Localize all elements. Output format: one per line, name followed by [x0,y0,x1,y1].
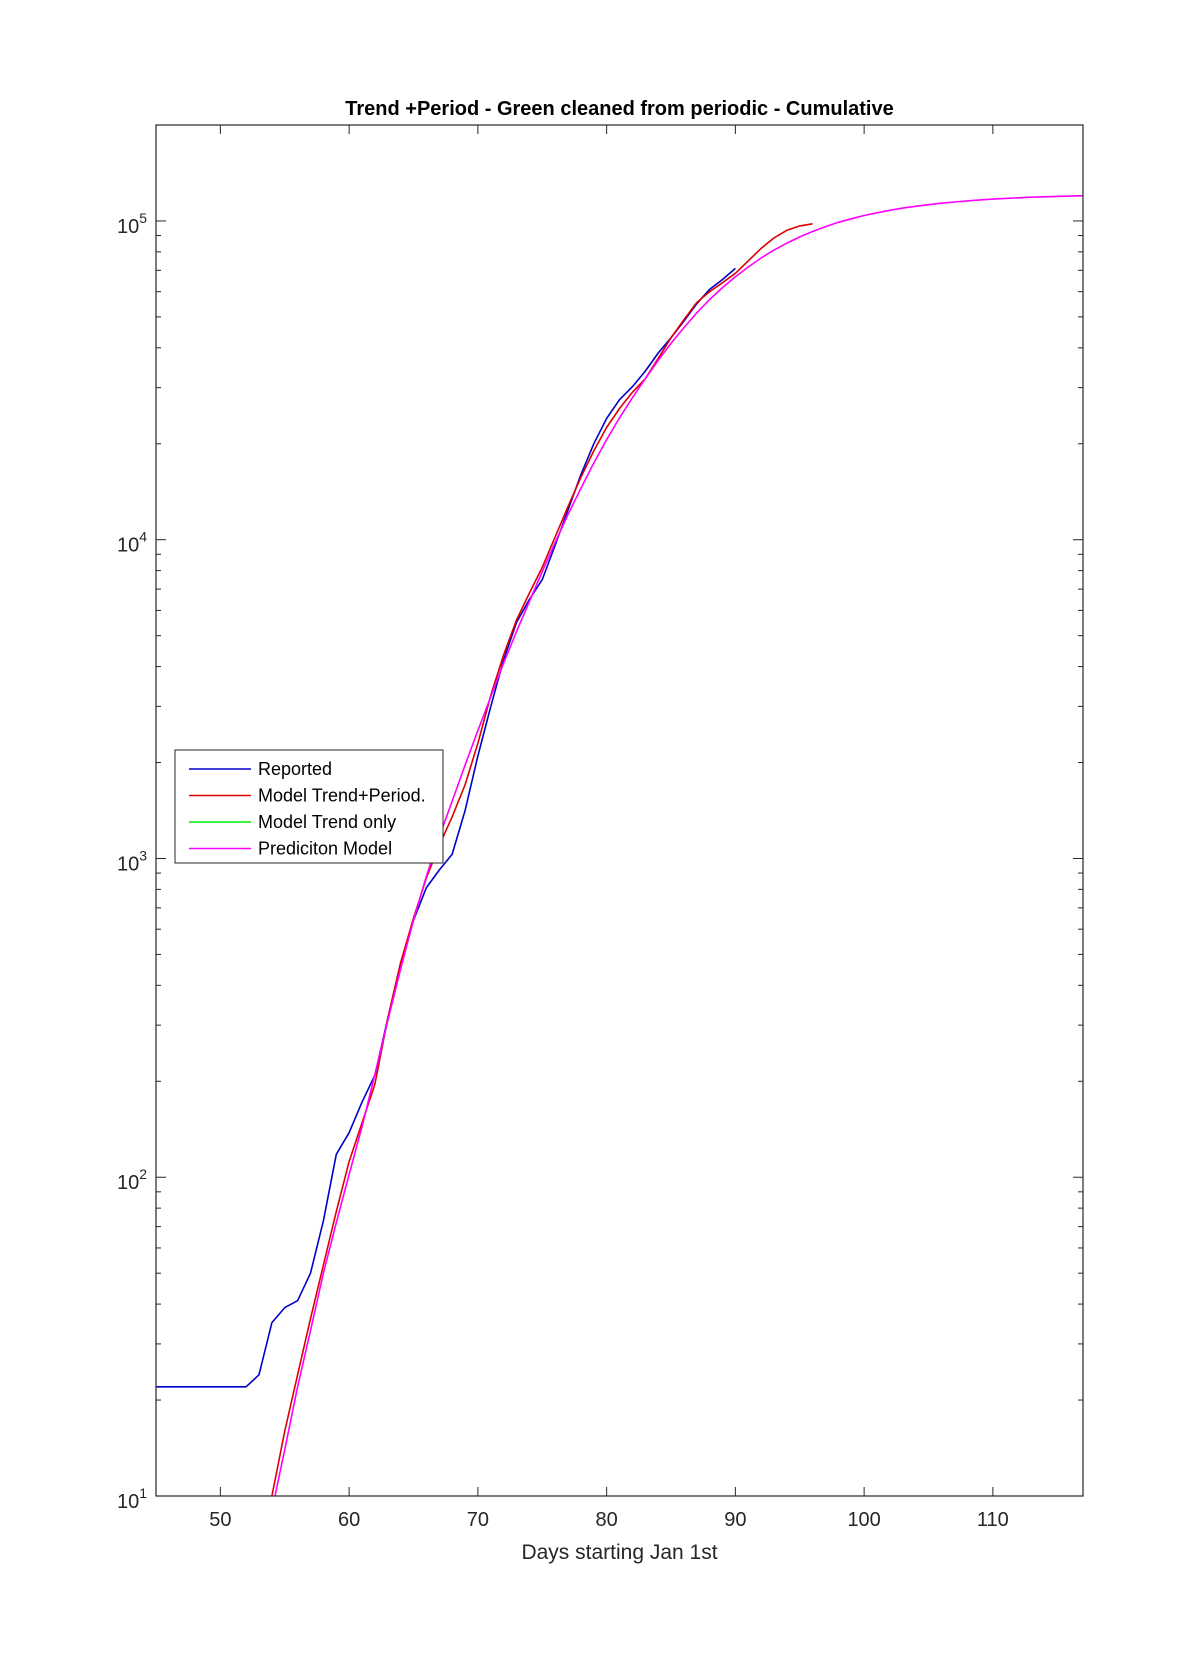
legend-label: Model Trend only [258,812,396,832]
x-tick-label: 60 [338,1509,360,1531]
y-tick-label: 103 [117,847,147,875]
x-tick-label: 110 [977,1509,1009,1531]
axes-box [155,124,1084,1497]
y-tick-label: 101 [117,1485,147,1513]
x-tick-label: 70 [467,1509,489,1531]
y-tick-label-exponent: 4 [139,529,147,545]
y-tick-label-base: 10 [117,535,139,557]
y-tick-label: 102 [117,1166,147,1194]
legend-label: Reported [258,759,332,779]
series-line-reported [156,267,736,1388]
x-tick-label: 80 [596,1509,618,1531]
y-tick-label-exponent: 3 [139,847,147,863]
y-tick-label: 104 [117,529,147,557]
x-tick-label: 100 [847,1509,880,1531]
x-axis-label: Days starting Jan 1st [521,1541,717,1564]
legend-label: Model Trend+Period. [258,786,426,806]
x-tick-label: 50 [209,1509,231,1531]
y-tick-label-base: 10 [117,1491,139,1513]
legend-label: Prediciton Model [258,839,392,859]
chart-title: Trend +Period - Green cleaned from perio… [345,98,893,120]
y-tick-label-exponent: 5 [139,210,147,226]
y-tick-label-base: 10 [117,1172,139,1194]
y-tick-label-base: 10 [117,853,139,875]
y-tick-label-exponent: 2 [139,1166,147,1182]
y-tick-label-exponent: 1 [139,1485,147,1501]
y-tick-label: 105 [117,210,147,238]
y-tick-label-base: 10 [117,216,139,238]
series-line-prediciton-model [274,194,1083,1496]
legend: Reported Model Trend+Period. Model Trend o… [174,749,444,864]
x-tick-label: 90 [724,1509,746,1531]
plot-area [156,194,1083,1496]
series-line-model-trend-period [271,223,813,1496]
